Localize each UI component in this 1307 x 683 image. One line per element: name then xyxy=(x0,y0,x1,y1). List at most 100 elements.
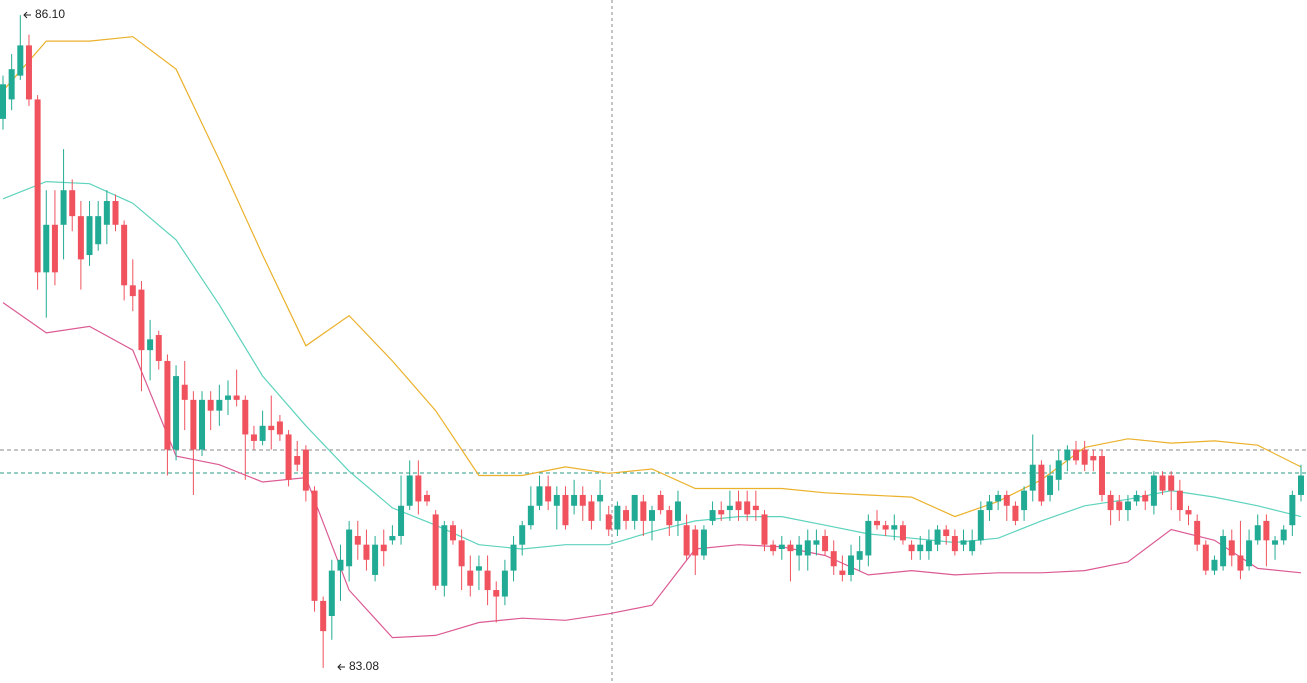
candle-body xyxy=(822,536,829,552)
candles xyxy=(0,15,1304,668)
candle-body xyxy=(346,529,353,567)
candle-body xyxy=(1021,490,1028,511)
candle-body xyxy=(700,529,707,556)
candle-body xyxy=(224,395,231,400)
arrow-icon xyxy=(23,11,31,19)
candle-body xyxy=(1073,449,1080,461)
candle-body xyxy=(138,289,145,351)
candle-body xyxy=(372,544,379,575)
candle-body xyxy=(1064,449,1071,461)
candle-body xyxy=(908,544,915,552)
candle-body xyxy=(1159,475,1166,491)
candle-body xyxy=(934,529,941,545)
candle-body xyxy=(1211,559,1218,571)
candle-body xyxy=(25,45,32,100)
candle-body xyxy=(510,544,517,571)
candle-body xyxy=(1012,505,1019,521)
candle-body xyxy=(121,224,128,286)
candle-body xyxy=(1133,494,1140,502)
candle-body xyxy=(475,566,482,571)
candle-body xyxy=(501,570,508,597)
candle-body xyxy=(484,570,491,591)
candle-body xyxy=(1055,460,1062,480)
candle-body xyxy=(882,525,889,530)
candle-body xyxy=(207,399,214,411)
candle-body xyxy=(536,486,543,506)
candle-body xyxy=(605,514,612,530)
candle-body xyxy=(173,376,180,450)
candle-body xyxy=(155,335,162,361)
candle-body xyxy=(1038,464,1045,502)
candle-body xyxy=(1029,464,1036,491)
candle-body xyxy=(1098,456,1105,495)
candle-body xyxy=(1254,525,1261,541)
candle-body xyxy=(432,514,439,586)
candle-body xyxy=(848,555,855,575)
candle-body xyxy=(1194,520,1201,545)
candle-body xyxy=(804,540,811,556)
high-label: 86.10 xyxy=(35,7,65,21)
arrow-icon xyxy=(337,663,345,671)
candle-body xyxy=(0,84,6,119)
candle-body xyxy=(190,399,197,450)
candle-body xyxy=(787,544,794,552)
candle-body xyxy=(865,520,872,556)
candle-body xyxy=(77,216,84,260)
candle-body xyxy=(69,190,76,217)
candle-body xyxy=(294,456,301,465)
candle-body xyxy=(553,494,560,506)
candle-body xyxy=(43,224,50,273)
candle-body xyxy=(674,501,681,521)
candle-body xyxy=(1107,494,1114,511)
candle-body xyxy=(571,494,578,506)
candle-body xyxy=(129,285,136,297)
candle-body xyxy=(250,434,257,441)
candle-body xyxy=(103,201,110,225)
candle-body xyxy=(969,540,976,552)
candle-body xyxy=(614,505,621,530)
candle-body xyxy=(579,494,586,506)
candle-body xyxy=(1003,494,1010,506)
candle-body xyxy=(415,475,422,502)
candle-body xyxy=(1116,501,1123,511)
candle-body xyxy=(917,544,924,552)
candle-body xyxy=(562,494,569,526)
candle-body xyxy=(1289,494,1296,526)
band-line xyxy=(2,36,1302,518)
candle-body xyxy=(1237,555,1244,571)
candle-body xyxy=(389,536,396,541)
candle-body xyxy=(1047,475,1054,495)
candle-body xyxy=(233,395,240,400)
candle-body xyxy=(986,501,993,511)
candle-body xyxy=(1263,520,1270,541)
candle-body xyxy=(977,510,984,541)
candle-body xyxy=(320,600,327,632)
low-label: 83.08 xyxy=(349,659,379,673)
candle-body xyxy=(354,536,361,545)
candle-body xyxy=(545,486,552,502)
candle-body xyxy=(830,551,837,567)
candle-body xyxy=(1246,540,1253,567)
candle-body xyxy=(242,399,249,435)
candle-body xyxy=(112,201,119,225)
candle-body xyxy=(735,501,742,511)
candle-body xyxy=(761,514,768,545)
candle-body xyxy=(1202,544,1209,571)
candle-body xyxy=(147,339,154,351)
candle-body xyxy=(164,360,171,450)
candle-body xyxy=(709,510,716,521)
candle-body xyxy=(276,421,283,435)
candle-body xyxy=(34,99,41,273)
candle-body xyxy=(311,490,318,601)
candle-body xyxy=(302,449,309,491)
candle-body xyxy=(891,525,898,530)
candle-body xyxy=(1142,494,1149,502)
candle-body xyxy=(458,540,465,567)
candle-body xyxy=(796,544,803,556)
candle-body xyxy=(640,501,647,521)
candle-body xyxy=(649,510,655,521)
bands xyxy=(2,36,1302,639)
candle-body xyxy=(285,434,292,480)
